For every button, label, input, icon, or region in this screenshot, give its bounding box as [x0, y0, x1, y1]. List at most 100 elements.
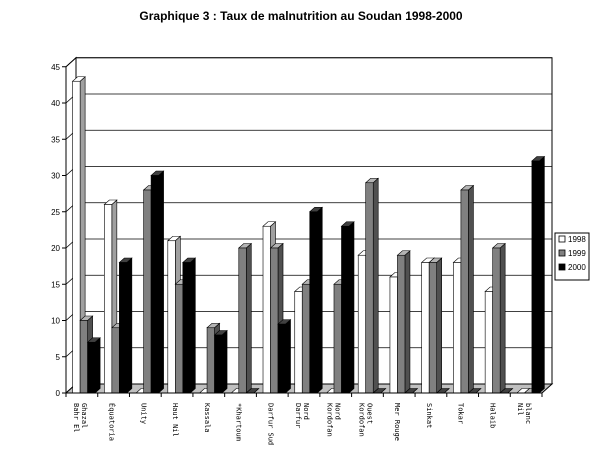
bar-front [333, 283, 342, 394]
legend-item: 1999 [558, 249, 586, 258]
y-tick-label: 40 [51, 99, 60, 108]
bar [460, 184, 475, 394]
y-tick-label: 15 [51, 280, 60, 289]
x-tick-label: *Khartoum [235, 403, 243, 441]
bar-front [182, 262, 191, 394]
x-tick-label: Kordofan [357, 403, 365, 437]
bar [364, 177, 379, 394]
bar [118, 257, 133, 394]
x-tick-label: Sinkat [425, 403, 433, 428]
legend-label: 1999 [568, 249, 586, 258]
y-tick-label: 5 [56, 353, 61, 362]
bar-side [468, 184, 474, 394]
legend-item: 2000 [558, 263, 586, 272]
x-tick-label: Équatoria [108, 403, 117, 441]
bar-side [499, 242, 506, 394]
bar [396, 250, 411, 394]
bar [428, 257, 443, 394]
legend-swatch [558, 249, 566, 257]
bar-front [214, 334, 223, 394]
legend-label: 2000 [568, 263, 586, 272]
bar-front [365, 182, 374, 394]
bar-front [143, 189, 152, 394]
bar [182, 257, 197, 394]
bar-side [245, 242, 252, 394]
bar [491, 242, 506, 394]
bar-front [79, 320, 88, 394]
bar-side [285, 318, 291, 394]
bar-side [221, 329, 228, 394]
bar-front [309, 211, 318, 394]
legend-item: 1998 [558, 235, 586, 244]
x-tick-label: Halaib [488, 403, 496, 428]
y-tick-label: 45 [51, 63, 60, 72]
bar-front [270, 247, 279, 394]
bar-side [348, 221, 355, 394]
x-tick-label: Kordofan [326, 403, 334, 437]
bar-front [206, 327, 215, 394]
x-tick-label: Nord [334, 403, 342, 420]
bar-front [460, 189, 469, 394]
x-tick-label: Haut Nil [171, 403, 179, 437]
bars [71, 76, 546, 394]
bar-front [119, 262, 128, 394]
chart-title: Graphique 3 : Taux de malnutrition au So… [139, 9, 463, 23]
bar-front [397, 254, 406, 394]
x-tick-label: Bahr El [72, 403, 80, 433]
bar [238, 242, 253, 394]
gridline-side [65, 57, 77, 68]
y-tick-label: 25 [51, 208, 60, 217]
bar [531, 155, 546, 394]
x-tick-label: Ouest [365, 403, 373, 424]
bar-side [316, 206, 323, 394]
bar-front [453, 262, 462, 394]
bar-front [262, 225, 271, 394]
bar-front [167, 240, 176, 394]
x-axis: Bahr El Ghazal Équatoria Unity Haut Nil Kassa… [65, 392, 543, 445]
bar-front [294, 291, 303, 394]
y-tick-label: 30 [51, 172, 60, 181]
bar [308, 206, 324, 394]
bar-front [150, 175, 159, 394]
x-tick-label: blanc [524, 403, 532, 424]
bar-front [111, 327, 120, 394]
bar-side [539, 155, 545, 394]
x-tick-label: Nord [302, 403, 310, 420]
y-axis: 0 5 10 15 20 25 30 35 40 45 [51, 63, 67, 398]
bar-front [341, 225, 350, 394]
bar-side [126, 257, 133, 394]
bar-front [238, 247, 247, 394]
legend: 1998 1999 2000 [554, 232, 590, 281]
bar-front [421, 262, 430, 394]
y-tick-label: 0 [56, 389, 61, 398]
x-tick-label: Tokar [457, 403, 465, 424]
bar-side [404, 250, 411, 394]
bar-front [277, 323, 286, 394]
bar-front [389, 276, 398, 394]
y-tick-label: 10 [51, 317, 60, 326]
bar-front [484, 291, 493, 394]
x-tick-label: Darfur [294, 403, 302, 428]
bar-front [428, 262, 437, 394]
x-tick-label: Kassala [203, 403, 211, 433]
legend-swatch [558, 263, 566, 271]
bar-front [301, 283, 311, 394]
y-tick-label: 20 [51, 244, 60, 253]
x-tick-label: Ghazal [80, 403, 88, 428]
legend-box [554, 232, 590, 281]
bar-side [190, 257, 196, 394]
bar-side [436, 257, 442, 394]
x-tick-label: Mer Rouge [393, 403, 401, 441]
bar-front [357, 254, 367, 394]
x-tick-label: Nil [516, 403, 524, 416]
bar [86, 337, 101, 394]
bar [277, 318, 292, 394]
bar [340, 221, 355, 394]
bar-side [94, 337, 101, 394]
x-tick-label: Darfur Sud [266, 403, 274, 445]
bar-side [372, 177, 379, 394]
bar-front [72, 80, 81, 394]
y-tick-label: 35 [51, 135, 60, 144]
bar-front [492, 247, 501, 394]
